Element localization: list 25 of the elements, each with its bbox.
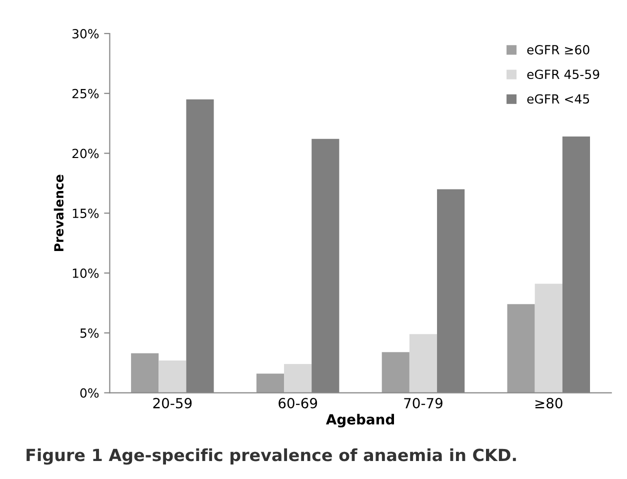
y-tick-label: 10% bbox=[72, 268, 99, 278]
y-tick-label: 0% bbox=[80, 388, 99, 398]
x-tick-label: 60-69 bbox=[278, 398, 318, 408]
y-tick-label: 25% bbox=[72, 88, 99, 98]
bar bbox=[256, 374, 284, 393]
caption: Figure 1 Age-specific prevalence of anaemia in CKD. bbox=[26, 448, 516, 465]
x-tick-label: 20-59 bbox=[153, 398, 192, 408]
bar bbox=[131, 353, 159, 393]
x-axis-title: Ageband bbox=[326, 414, 394, 428]
y-tick-label: 15% bbox=[72, 208, 99, 218]
bar bbox=[507, 304, 535, 393]
bar bbox=[158, 360, 186, 393]
y-tick-label: 5% bbox=[80, 328, 99, 338]
x-tick-label: 70-79 bbox=[404, 398, 442, 408]
y-tick-label: 20% bbox=[72, 148, 99, 158]
y-tick-label: 30% bbox=[72, 29, 99, 38]
legend-label: eGFR ≥60 bbox=[527, 45, 590, 54]
legend-label: eGFR 45-59 bbox=[527, 70, 600, 80]
bar bbox=[382, 352, 410, 393]
bar bbox=[409, 334, 438, 393]
y-axis-title: Prevalence bbox=[54, 174, 64, 251]
bar bbox=[284, 364, 312, 393]
bar bbox=[534, 284, 562, 393]
x-tick-label: ≥80 bbox=[535, 398, 562, 408]
legend-label: eGFR <45 bbox=[527, 94, 590, 104]
